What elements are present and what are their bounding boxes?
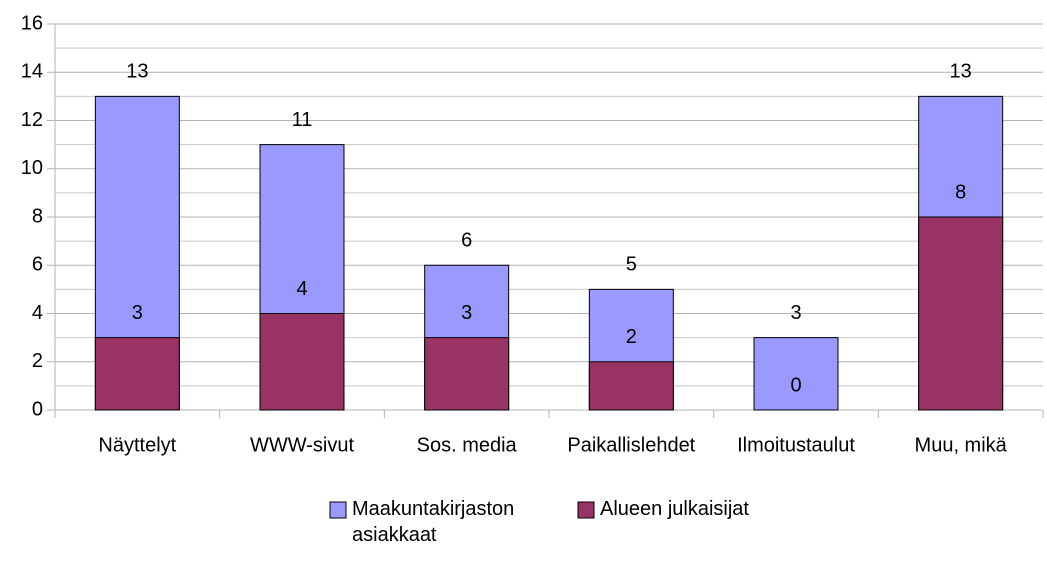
y-tick-label: 10: [21, 157, 43, 179]
x-tick-label: Näyttelyt: [98, 434, 176, 456]
y-tick-label: 4: [32, 302, 43, 324]
data-label: 6: [461, 230, 472, 252]
data-label: 8: [955, 181, 966, 203]
legend-entry: Alueen julkaisijat: [600, 498, 749, 520]
data-label: 3: [132, 302, 143, 324]
bar: [753, 337, 839, 411]
data-label: 4: [296, 278, 307, 300]
y-tick-label: 6: [32, 254, 43, 276]
legend-swatch: [577, 501, 595, 519]
x-tick-label: Paikallislehdet: [567, 434, 695, 456]
data-label: 0: [790, 374, 801, 396]
y-tick-label: 14: [21, 61, 43, 83]
legend-label: Maakuntakirjaston asiakkaat: [352, 498, 515, 546]
data-label: 3: [461, 302, 472, 324]
legend-swatch: [329, 501, 347, 519]
legend-entry: Maakuntakirjaston asiakkaat: [352, 498, 515, 546]
y-tick-label: 8: [32, 205, 43, 227]
bar: [588, 361, 674, 411]
data-label: 2: [626, 326, 637, 348]
x-tick-label: WWW-sivut: [250, 434, 354, 456]
bar: [918, 216, 1004, 411]
data-label: 13: [950, 61, 972, 83]
bar: [259, 313, 345, 411]
legend-label: Alueen julkaisijat: [600, 498, 749, 520]
bar: [94, 337, 180, 411]
data-label: 11: [292, 109, 313, 131]
x-tick-label: Muu, mikä: [915, 434, 1008, 456]
y-tick-label: 2: [32, 350, 43, 372]
y-tick-label: 0: [32, 398, 43, 420]
y-tick-label: 16: [21, 12, 43, 34]
data-label: 13: [126, 61, 148, 83]
y-tick-label: 12: [21, 109, 43, 131]
x-tick-label: Sos. media: [417, 434, 518, 456]
x-tick-label: Ilmoitustaulut: [737, 434, 855, 456]
bar: [424, 337, 510, 411]
data-label: 5: [626, 254, 637, 276]
data-label: 3: [790, 302, 801, 324]
